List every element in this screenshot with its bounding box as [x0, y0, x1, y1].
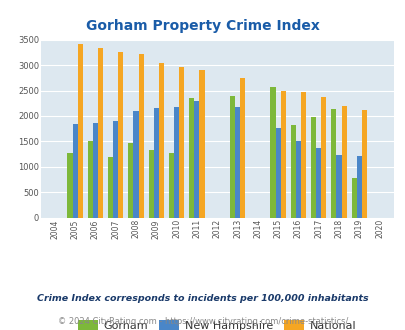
Bar — [189, 98, 194, 218]
Bar — [98, 48, 103, 218]
Bar — [72, 124, 77, 218]
Text: Gorham Property Crime Index: Gorham Property Crime Index — [86, 19, 319, 33]
Bar — [270, 87, 275, 218]
Bar — [113, 121, 118, 218]
Bar — [351, 178, 356, 218]
Legend: Gorham, New Hampshire, National: Gorham, New Hampshire, National — [73, 316, 360, 330]
Bar — [361, 110, 366, 218]
Text: Crime Index corresponds to incidents per 100,000 inhabitants: Crime Index corresponds to incidents per… — [37, 294, 368, 303]
Bar — [229, 96, 234, 218]
Bar — [93, 122, 98, 218]
Bar — [239, 78, 245, 218]
Bar — [77, 44, 83, 218]
Bar — [174, 107, 179, 218]
Bar — [194, 101, 199, 218]
Bar — [153, 108, 158, 218]
Bar — [315, 148, 320, 218]
Bar — [168, 153, 174, 218]
Bar — [280, 90, 285, 218]
Bar — [158, 62, 164, 218]
Bar — [320, 97, 326, 218]
Bar — [330, 109, 336, 218]
Text: © 2024 CityRating.com - https://www.cityrating.com/crime-statistics/: © 2024 CityRating.com - https://www.city… — [58, 317, 347, 326]
Bar — [128, 143, 133, 218]
Bar — [341, 106, 346, 218]
Bar — [336, 155, 341, 218]
Bar — [199, 70, 204, 218]
Bar — [275, 128, 280, 218]
Bar — [108, 157, 113, 218]
Bar — [356, 156, 361, 218]
Bar — [179, 67, 184, 218]
Bar — [87, 142, 93, 218]
Bar — [310, 117, 315, 218]
Bar — [133, 111, 138, 218]
Bar — [138, 54, 143, 218]
Bar — [67, 153, 72, 218]
Bar — [300, 91, 305, 218]
Bar — [234, 107, 239, 218]
Bar — [295, 141, 300, 218]
Bar — [118, 52, 123, 218]
Bar — [148, 150, 153, 218]
Bar — [290, 125, 295, 218]
